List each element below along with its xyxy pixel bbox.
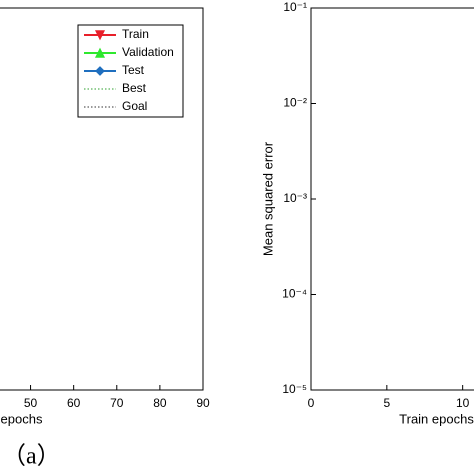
x-tick-label: 0 <box>308 396 315 410</box>
legend-marker <box>94 30 106 41</box>
legend-label: Test <box>122 63 145 77</box>
x-tick-label: 60 <box>67 396 81 410</box>
plot-area <box>310 7 474 391</box>
y-tick-label: 10⁻⁴ <box>282 287 307 301</box>
legend-marker <box>95 66 105 76</box>
legend-label: Validation <box>122 45 174 59</box>
y-tick-label: 10⁻² <box>283 96 307 110</box>
legend-label: Train <box>122 27 149 41</box>
x-axis-label: epochs <box>1 411 43 426</box>
y-tick-label: 10⁻³ <box>283 191 307 205</box>
y-tick-label: 10⁻¹ <box>283 0 307 14</box>
x-tick-label: 5 <box>383 396 390 410</box>
y-axis-label: Mean squared error <box>260 141 275 256</box>
legend-label: Best <box>122 81 147 95</box>
legend-marker <box>94 47 106 58</box>
x-tick-label: 80 <box>153 396 167 410</box>
x-tick-label: 10 <box>456 396 470 410</box>
x-tick-label: 70 <box>110 396 124 410</box>
y-tick-label: 10⁻⁵ <box>282 382 307 396</box>
x-axis-label: Train epochs <box>399 411 474 426</box>
legend-label: Goal <box>122 99 147 113</box>
x-tick-label: 90 <box>196 396 210 410</box>
caption: （a） <box>2 444 61 470</box>
x-tick-label: 50 <box>24 396 38 410</box>
